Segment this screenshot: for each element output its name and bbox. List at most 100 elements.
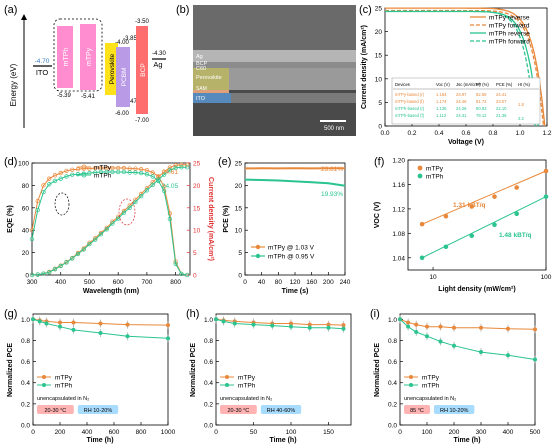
legend-marker-f <box>417 165 423 171</box>
x-tick-label: 0.2 <box>407 130 416 137</box>
legend-label-e: mTPh @ 0.95 V <box>268 254 315 261</box>
table-cell: 2.2 <box>518 116 524 121</box>
x-tick-label: 40 <box>258 279 266 286</box>
jsc-point <box>41 271 46 276</box>
y-tick-label: 20 <box>235 183 243 190</box>
plot-frame-d <box>31 162 191 276</box>
ito-highlight <box>193 93 231 103</box>
x-tick-label: 200 <box>55 429 66 436</box>
eqe-point <box>93 170 98 175</box>
jsc-point <box>179 162 184 167</box>
jsc-point <box>110 221 115 226</box>
eqe-point <box>64 168 69 173</box>
voc-point <box>492 194 497 199</box>
x-tick-label: 700 <box>141 279 152 286</box>
eqe-point <box>144 172 150 177</box>
table-header: PCE (%) <box>496 82 513 87</box>
jsc-point <box>144 188 150 193</box>
panel-label-d: (d) <box>4 156 17 168</box>
eqe-curves <box>29 162 190 278</box>
legend-marker-e <box>255 244 261 250</box>
y-axis-label-i: Normalized PCE <box>374 343 381 397</box>
x-axis-label-c: Voltage (V) <box>448 139 484 146</box>
legend-label: mTPh <box>422 383 440 390</box>
jsc-point <box>29 272 35 278</box>
table-cell: mTPy-based (f) <box>395 99 424 104</box>
legend-marker <box>42 383 46 387</box>
mpp-curves <box>244 167 346 187</box>
perovskite-bottom-value: -5.47 <box>123 99 137 105</box>
table-cell: mTPy-based (r) <box>395 92 425 97</box>
eqe-point <box>93 165 98 171</box>
condition-tag <box>220 405 257 414</box>
legend-label-d: mTPh <box>94 173 112 180</box>
mtph-bar <box>57 26 73 88</box>
x-axis-ticks-h: 0 50 100 150 <box>214 422 334 436</box>
y-tick-label: 0.2 <box>21 401 30 408</box>
tags-h: 20-30 °C RH 40-60% <box>220 405 302 414</box>
x-tick-label: 120 <box>290 279 301 286</box>
stability-point <box>71 320 76 325</box>
x-tick-label: 300 <box>476 429 487 436</box>
eqe-point <box>184 272 190 278</box>
y-tick-label: 0 <box>378 124 382 131</box>
condition-tag <box>77 405 119 414</box>
stability-point <box>270 323 275 328</box>
eqe-point <box>70 167 75 172</box>
stability-point <box>326 325 331 330</box>
eqe-point <box>173 261 178 266</box>
y-axis-ticks-c: 0 5 10 15 20 25 <box>375 6 388 131</box>
x-tick-label: 1.0 <box>515 130 524 137</box>
eqe-point <box>64 174 69 179</box>
jsc-point <box>173 163 178 168</box>
plot-frame-h <box>215 313 352 426</box>
jsc-point <box>116 216 121 221</box>
x-tick-label: 200 <box>323 279 334 286</box>
table-cell: 1.174 <box>436 99 447 104</box>
pcbm-top-value: -4.00 <box>115 40 129 46</box>
perovskite-highlight <box>193 68 229 90</box>
panel-e: (e) 0 5 10 15 20 25 0 40 80 120 160 200 240 PCE (%)… <box>218 156 351 295</box>
x-tick-label: 0 <box>31 429 35 436</box>
eqe-line <box>31 171 188 276</box>
x-tick-label: 600 <box>109 429 120 436</box>
jv-curve-series <box>385 10 536 127</box>
y-tick-label: 100 <box>18 161 29 168</box>
voc-point <box>469 233 475 239</box>
eqe-point <box>110 169 115 175</box>
panel-f: (f) 1.04 1.08 1.12 1.16 1.20 10 100 VOC (V) L… <box>374 156 552 293</box>
y-tick-label: 25 <box>375 6 383 13</box>
eqe-point <box>41 183 46 188</box>
stability-point <box>425 324 429 329</box>
mtpy-bar <box>80 24 96 90</box>
eqe-point <box>133 170 138 175</box>
x-axis-ticks-g: 0 200 400 600 800 1000 <box>31 422 176 436</box>
jsc-point <box>52 267 58 272</box>
jsc-point <box>93 237 98 242</box>
condition-tag-label: RH 10-20% <box>440 408 469 414</box>
y-axis-label-d: EQE (%) <box>7 205 14 233</box>
y-tick-label: 1.04 <box>392 255 405 262</box>
stability-point <box>425 334 429 339</box>
condition-tag-label: 85 °C <box>410 408 424 414</box>
legend-label: mTPy <box>422 375 440 382</box>
y-tick-label: 1.0 <box>388 317 397 324</box>
jsc-point <box>64 260 69 265</box>
jsc-point <box>161 169 167 175</box>
stability-point <box>71 327 76 332</box>
voc-point <box>419 221 425 227</box>
y-tick-label: 0 <box>25 273 29 280</box>
y-axis-ticks-g: 0.0 0.2 0.4 0.6 0.8 1.0 <box>21 317 36 430</box>
legend-marker <box>42 375 46 379</box>
y2-axis-ticks-d: 0 5 10 15 20 25 <box>187 161 201 280</box>
legend-label-c: mTPy reverse <box>489 15 530 22</box>
x-tick-label: 500 <box>530 429 541 436</box>
condition-i: unencapsulated in N₂ <box>404 396 456 402</box>
voc-point <box>469 204 475 209</box>
bcp-bottom-value: -7.00 <box>135 118 149 124</box>
stability-point <box>506 353 510 358</box>
stability-point <box>479 350 483 355</box>
